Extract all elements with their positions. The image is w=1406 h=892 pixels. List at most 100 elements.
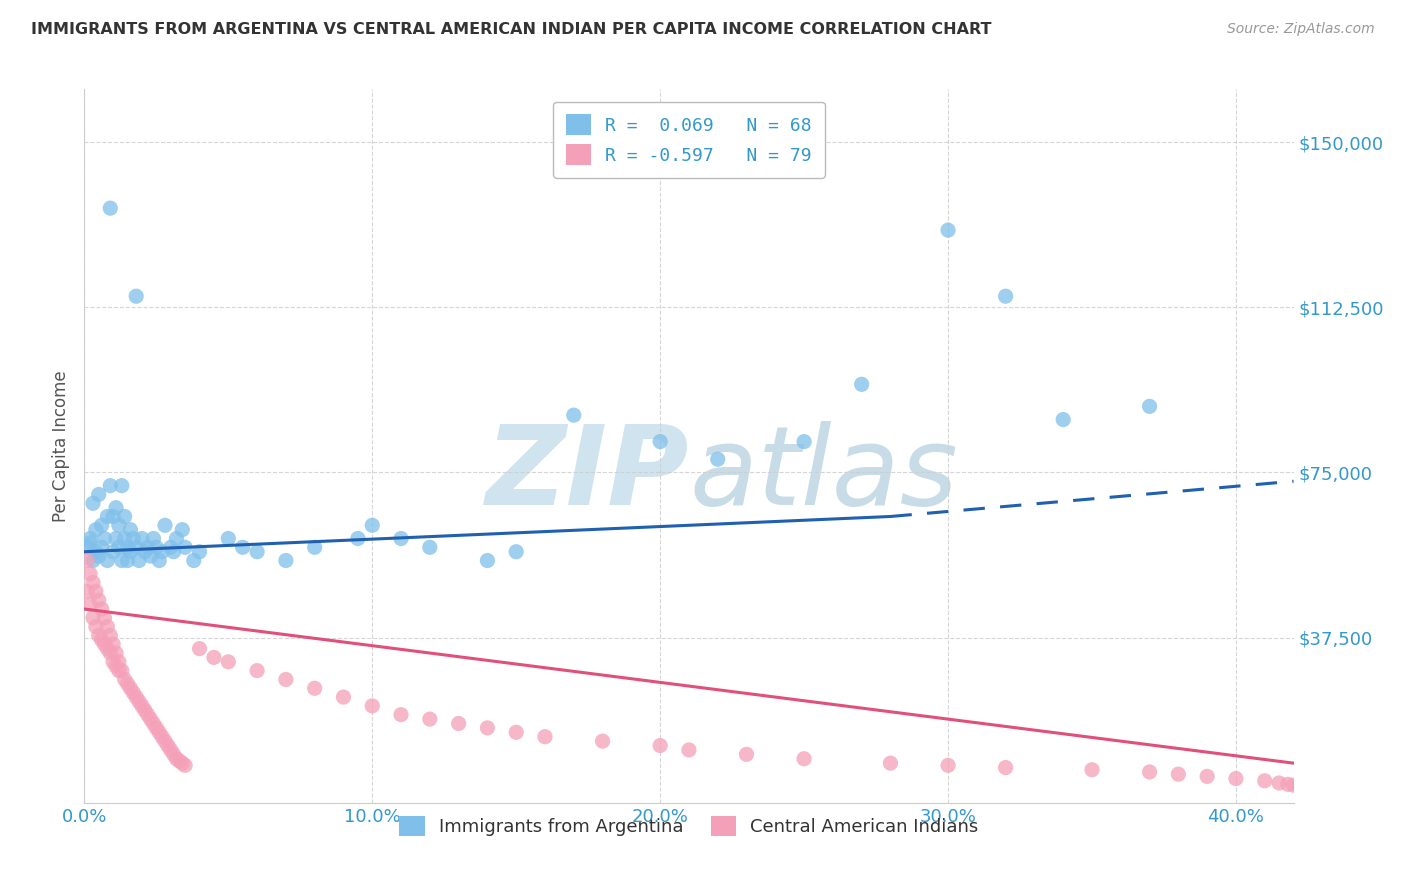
Point bbox=[153, 518, 176, 533]
Point bbox=[90, 541, 112, 555]
Point bbox=[994, 760, 1017, 774]
Point bbox=[162, 545, 184, 559]
Point bbox=[131, 532, 153, 546]
Point bbox=[101, 637, 124, 651]
Point bbox=[87, 593, 110, 607]
Point bbox=[96, 509, 118, 524]
Point bbox=[122, 532, 145, 546]
Point bbox=[304, 681, 326, 696]
Point bbox=[166, 532, 188, 546]
Point bbox=[361, 518, 384, 533]
Point bbox=[101, 509, 124, 524]
Text: ZIP: ZIP bbox=[485, 421, 689, 528]
Point bbox=[169, 754, 191, 768]
Point bbox=[93, 611, 115, 625]
Text: IMMIGRANTS FROM ARGENTINA VS CENTRAL AMERICAN INDIAN PER CAPITA INCOME CORRELATI: IMMIGRANTS FROM ARGENTINA VS CENTRAL AME… bbox=[31, 22, 991, 37]
Point bbox=[98, 201, 121, 215]
Point bbox=[332, 690, 354, 704]
Point bbox=[1282, 778, 1305, 792]
Point bbox=[111, 478, 134, 492]
Point bbox=[477, 553, 499, 567]
Point bbox=[105, 659, 128, 673]
Point bbox=[87, 549, 110, 563]
Point bbox=[108, 664, 131, 678]
Point bbox=[111, 664, 134, 678]
Point bbox=[1288, 779, 1310, 793]
Point bbox=[114, 532, 136, 546]
Point bbox=[447, 716, 470, 731]
Point bbox=[96, 619, 118, 633]
Point bbox=[172, 756, 194, 771]
Point bbox=[174, 541, 197, 555]
Point bbox=[101, 545, 124, 559]
Point bbox=[120, 523, 142, 537]
Point bbox=[217, 655, 239, 669]
Point bbox=[678, 743, 700, 757]
Point bbox=[419, 712, 441, 726]
Point bbox=[79, 532, 101, 546]
Point bbox=[1167, 767, 1189, 781]
Point bbox=[159, 743, 181, 757]
Point bbox=[108, 518, 131, 533]
Point bbox=[274, 553, 297, 567]
Point bbox=[76, 541, 98, 555]
Point bbox=[150, 545, 173, 559]
Point bbox=[361, 698, 384, 713]
Point bbox=[93, 637, 115, 651]
Point bbox=[592, 734, 614, 748]
Point bbox=[562, 408, 585, 422]
Legend: Immigrants from Argentina, Central American Indians: Immigrants from Argentina, Central Ameri… bbox=[388, 805, 990, 847]
Point bbox=[117, 553, 139, 567]
Point bbox=[735, 747, 758, 762]
Point bbox=[188, 641, 211, 656]
Point bbox=[166, 752, 188, 766]
Point bbox=[274, 673, 297, 687]
Point bbox=[122, 686, 145, 700]
Point bbox=[153, 734, 176, 748]
Point bbox=[125, 690, 148, 704]
Point bbox=[84, 545, 107, 559]
Point bbox=[156, 739, 179, 753]
Point bbox=[128, 694, 150, 708]
Point bbox=[111, 553, 134, 567]
Point bbox=[82, 553, 104, 567]
Text: atlas: atlas bbox=[689, 421, 957, 528]
Point bbox=[93, 532, 115, 546]
Point bbox=[79, 536, 101, 550]
Point bbox=[246, 545, 269, 559]
Point bbox=[477, 721, 499, 735]
Point bbox=[142, 532, 165, 546]
Point bbox=[105, 500, 128, 515]
Point bbox=[125, 289, 148, 303]
Point bbox=[87, 487, 110, 501]
Point bbox=[851, 377, 873, 392]
Point bbox=[87, 628, 110, 642]
Point bbox=[134, 703, 156, 717]
Point bbox=[534, 730, 557, 744]
Point bbox=[1268, 776, 1291, 790]
Point bbox=[389, 707, 412, 722]
Point bbox=[347, 532, 370, 546]
Point bbox=[139, 549, 162, 563]
Point bbox=[98, 628, 121, 642]
Point bbox=[96, 641, 118, 656]
Point bbox=[136, 707, 159, 722]
Point bbox=[159, 541, 181, 555]
Point bbox=[304, 541, 326, 555]
Point bbox=[101, 655, 124, 669]
Point bbox=[134, 545, 156, 559]
Y-axis label: Per Capita Income: Per Capita Income bbox=[52, 370, 70, 522]
Point bbox=[96, 553, 118, 567]
Point bbox=[90, 632, 112, 647]
Point bbox=[172, 523, 194, 537]
Point bbox=[142, 716, 165, 731]
Point bbox=[150, 730, 173, 744]
Point bbox=[108, 541, 131, 555]
Point bbox=[120, 545, 142, 559]
Point bbox=[148, 725, 170, 739]
Point bbox=[139, 712, 162, 726]
Point bbox=[76, 553, 98, 567]
Point bbox=[108, 655, 131, 669]
Text: Source: ZipAtlas.com: Source: ZipAtlas.com bbox=[1227, 22, 1375, 37]
Point bbox=[505, 545, 527, 559]
